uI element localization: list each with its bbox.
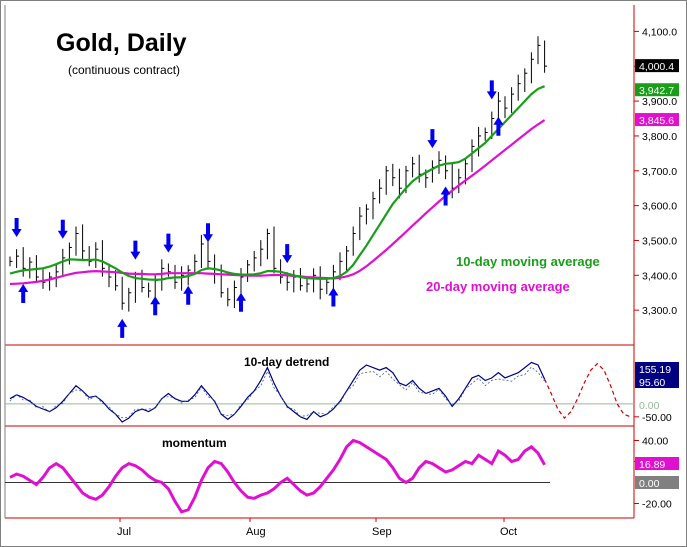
momentum-zero-badge: 0.00 (635, 476, 679, 490)
momentum-line (9, 438, 546, 514)
y-tick-label: 3,500.0 (642, 235, 677, 247)
y-tick-label: -50.00 (642, 412, 672, 424)
x-tick-label-aug: Aug (246, 526, 266, 538)
badge-text: 95.60 (639, 377, 665, 389)
badge-bg (635, 476, 679, 489)
detrend-badge-1: 155.19 (635, 362, 679, 376)
down-arrow-icon (486, 80, 497, 100)
up-arrow-icon (493, 116, 504, 136)
ma20-line (9, 119, 546, 286)
price-panel (9, 36, 548, 338)
badge-text: 155.19 (639, 364, 671, 376)
up-arrow-icon (328, 287, 339, 307)
y-tick-label: -20.00 (642, 499, 672, 511)
chart-subtitle: (continuous contract) (68, 63, 180, 77)
badge-text: 0.00 (639, 400, 660, 412)
detrend-projection-line (544, 362, 631, 420)
ma10-badge: 3,942.7 (635, 83, 679, 97)
badge-bg (635, 457, 679, 470)
ma10-annotation: 10-day moving average (456, 254, 600, 269)
badge-bg (635, 83, 679, 97)
down-arrow-icon (130, 240, 141, 260)
last-price-badge: 4,000.4 (635, 59, 679, 73)
up-arrow-shape (150, 296, 161, 316)
down-arrow-shape (427, 129, 438, 149)
up-arrow-icon (18, 284, 29, 304)
badge-bg (635, 362, 679, 375)
ma20-badge: 3,845.6 (635, 113, 679, 127)
down-arrow-shape (163, 233, 174, 253)
up-arrow-icon (236, 292, 246, 312)
y-tick-label: 3,400.0 (642, 270, 677, 282)
y-tick-label: 3,800.0 (642, 131, 677, 143)
detrend-avg-line (9, 366, 545, 419)
badge-bg (635, 375, 679, 388)
y-tick-label: 4,100.0 (642, 26, 677, 38)
up-arrow-icon (150, 296, 161, 316)
chart-title: Gold, Daily (56, 29, 187, 57)
ma20-annotation: 20-day moving average (426, 279, 570, 294)
badge-bg (635, 113, 679, 127)
y-tick-label: 3,600.0 (642, 201, 677, 213)
detrend-badge-2: 95.60 (635, 375, 679, 389)
up-arrow-icon (440, 186, 451, 206)
down-arrow-shape (486, 80, 497, 100)
badge-text: 3,942.7 (639, 85, 674, 97)
x-tick-label-jul: Jul (117, 526, 131, 538)
axes: 3,300.0 3,400.0 3,500.0 3,600.0 3,700.0 3,800… (119, 26, 679, 522)
x-tick-label-sep: Sep (372, 526, 392, 538)
y-tick-label: 3,700.0 (642, 166, 677, 178)
down-arrow-icon (11, 217, 22, 237)
down-arrow-shape (130, 240, 141, 260)
momentum-label: momentum (162, 436, 227, 450)
up-arrow-icon (183, 285, 194, 305)
momentum-badge: 16.89 (635, 457, 679, 471)
down-arrow-icon (203, 223, 213, 243)
down-arrow-shape (282, 244, 293, 264)
down-arrow-icon (282, 244, 293, 264)
badge-bg (635, 397, 679, 411)
y-tick-label: 40.00 (642, 436, 668, 448)
down-arrow-shape (11, 217, 22, 237)
up-arrow-shape (117, 318, 128, 338)
y-tick-label: 3,300.0 (642, 305, 677, 317)
down-arrow-icon (427, 129, 438, 149)
up-arrow-shape (493, 116, 504, 136)
down-arrow-shape (57, 219, 68, 239)
x-tick-label-oct: Oct (500, 526, 517, 538)
y-tick-label: 3,900.0 (642, 96, 677, 108)
badge-text: 16.89 (639, 459, 665, 471)
up-arrow-shape (440, 186, 451, 206)
detrend-zero-badge: 0.00 (635, 397, 679, 412)
up-arrow-shape (183, 285, 194, 305)
down-arrow-icon (163, 233, 174, 253)
up-arrow-shape (328, 287, 339, 307)
down-arrow-shape (203, 223, 213, 243)
up-arrow-shape (236, 292, 246, 312)
ma10-line (9, 85, 546, 281)
badge-text: 3,845.6 (639, 115, 674, 127)
badge-text: 0.00 (639, 478, 660, 490)
up-arrow-icon (117, 318, 128, 338)
up-arrow-shape (18, 284, 29, 304)
badge-text: 4,000.4 (639, 61, 674, 73)
badge-bg (635, 59, 679, 73)
detrend-label: 10-day detrend (244, 355, 329, 369)
momentum-panel (5, 438, 550, 514)
down-arrow-icon (57, 219, 68, 239)
detrend-panel (5, 361, 634, 423)
